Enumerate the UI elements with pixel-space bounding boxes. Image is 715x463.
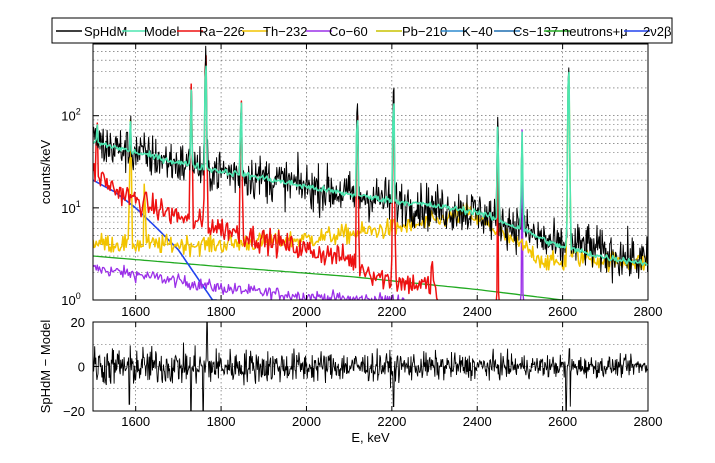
top-plot-area: [93, 44, 648, 300]
top-x-tick-label: 1800: [207, 304, 236, 319]
series-co-60: [93, 264, 405, 300]
residuals-panel: 1600 1800 2000 2200 2400 2600 2800 −20 0 20 SpHdM …: [38, 315, 662, 445]
legend-label: Th−232: [263, 24, 307, 39]
top-y-tick-base: 10: [61, 201, 75, 216]
legend: SpHdM Model Ra−226 Th−232 Co−60 Pb−210 K−40 Cs−…: [51, 17, 673, 44]
bottom-y-axis-label: SpHdM − Model: [38, 320, 53, 414]
legend-label: K−40: [462, 24, 493, 39]
bottom-x-tick-label: 2600: [548, 414, 577, 429]
series-2nu2beta: [93, 179, 217, 300]
top-y-tick-base: 10: [61, 109, 75, 124]
bottom-x-tick-label: 1800: [207, 414, 236, 429]
top-y-axis-label: counts/keV: [38, 140, 53, 205]
series-residuals: [93, 322, 648, 411]
top-x-tick-label: 1600: [121, 304, 150, 319]
top-y-tick-exp: 2: [76, 107, 81, 117]
legend-label: Cs−137: [513, 24, 558, 39]
top-x-tick-label: 2600: [548, 304, 577, 319]
legend-label: Co−60: [329, 24, 368, 39]
top-x-tick-label: 2800: [634, 304, 663, 319]
legend-label: SpHdM: [84, 24, 127, 39]
legend-label: 2ν2β: [643, 24, 671, 39]
legend-label: Ra−226: [199, 24, 245, 39]
legend-label: neutrons+μ: [562, 24, 628, 39]
top-y-tick-label: 100: [61, 291, 80, 308]
bottom-y-tick-label: 0: [78, 360, 85, 375]
series-ra-226: [93, 54, 439, 300]
top-y-tick-exp: 1: [76, 199, 81, 209]
series-co-60-peak: [519, 129, 525, 300]
top-y-tick-label: 101: [61, 199, 80, 216]
series-model: [93, 65, 648, 266]
spectrum-panel: 1600 1800 2000 2200 2400 2600 2800100101102cou…: [38, 43, 663, 319]
top-x-tick-label: 2400: [463, 304, 492, 319]
legend-label: Model: [144, 24, 180, 39]
bottom-y-tick-label: −20: [63, 404, 85, 419]
top-axes-frame: [92, 43, 649, 301]
bottom-x-tick-label: 2000: [292, 414, 321, 429]
series-neutrons-mu: [93, 255, 572, 300]
top-series: [93, 45, 648, 300]
bottom-x-tick-label: 2800: [634, 414, 663, 429]
bottom-y-tick-label: 20: [71, 315, 85, 330]
top-y-tick-base: 10: [61, 293, 75, 308]
x-axis-label: E, keV: [351, 430, 390, 445]
top-x-tick-label: 2000: [292, 304, 321, 319]
top-y-tick-label: 102: [61, 107, 80, 124]
series-th-232: [93, 75, 648, 273]
bottom-x-tick-label: 2400: [463, 414, 492, 429]
bottom-x-tick-label: 2200: [377, 414, 406, 429]
bottom-series: [93, 322, 648, 411]
top-y-tick-exp: 0: [76, 291, 81, 301]
legend-label: Pb−210: [402, 24, 447, 39]
bottom-x-tick-label: 1600: [121, 414, 150, 429]
top-x-tick-label: 2200: [377, 304, 406, 319]
